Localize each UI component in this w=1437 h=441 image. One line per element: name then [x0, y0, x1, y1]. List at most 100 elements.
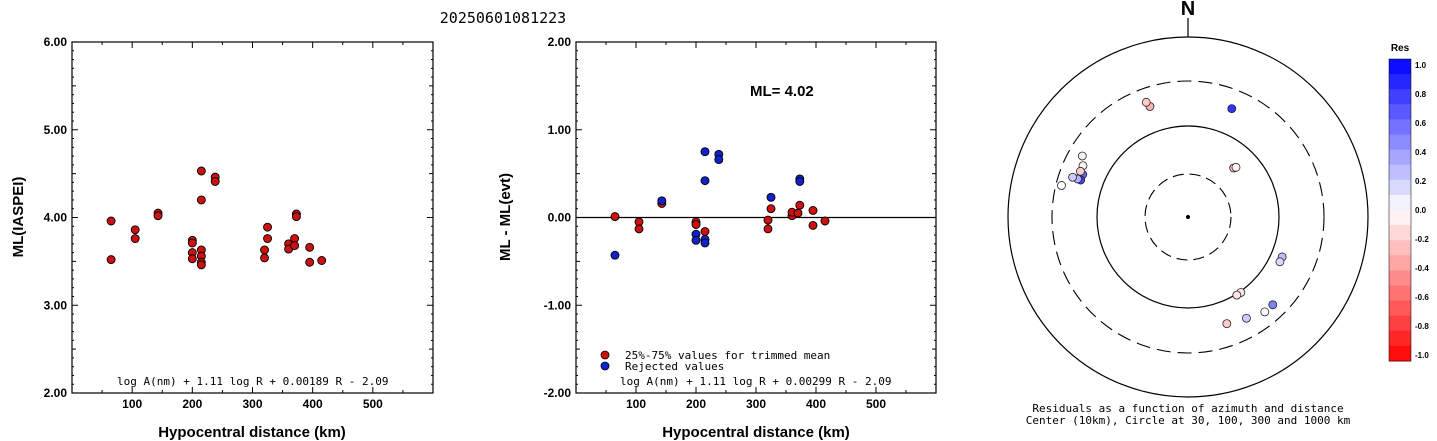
colorbar-swatch: [1389, 149, 1411, 166]
magnitude-point: [263, 222, 272, 232]
circle-1000km: [1007, 36, 1369, 398]
p1-y-tick-label: 2.00: [44, 386, 68, 400]
colorbar-swatch: [1389, 300, 1411, 317]
magnitude-point: [130, 234, 140, 244]
colorbar-swatch: [1389, 315, 1411, 332]
trimmed-residual-point: [795, 200, 805, 210]
p2-x-tick-label: 300: [746, 397, 766, 411]
azimuth-distance-map: N Residuals as a function of azimuth and…: [1007, 0, 1429, 427]
trimmed-residual-point: [808, 220, 818, 230]
x-axis-label-distance: Hypocentral distance (km): [158, 424, 346, 441]
colorbar-frame: [1388, 58, 1412, 362]
event-magnitude: ML= 4.02: [750, 83, 814, 100]
colorbar-tick-label: 0.2: [1415, 177, 1427, 186]
rejected-residual-point: [700, 238, 710, 248]
magnitude-point: [196, 166, 206, 176]
colorbar-swatch: [1389, 179, 1411, 196]
colorbar-swatch: [1389, 89, 1411, 105]
p2-y-tick-label: 1.00: [548, 123, 572, 137]
magnitude-point: [305, 242, 315, 252]
station-residual-marker: [1076, 166, 1085, 176]
rejected-residual-point: [610, 250, 620, 260]
colorbar-tick-label: 0.4: [1415, 148, 1427, 157]
station-residual-marker: [1232, 290, 1242, 300]
epicenter-dot: [1186, 215, 1190, 219]
colorbar-swatch: [1389, 74, 1411, 90]
magnitude-point: [106, 216, 116, 226]
station-residual-marker: [1275, 257, 1285, 267]
p2-x-tick-label: 200: [686, 397, 706, 411]
colorbar-swatch: [1389, 255, 1411, 271]
legend-marker-trimmed: [600, 350, 610, 360]
colorbar-swatch: [1389, 210, 1411, 226]
trimmed-residual-point: [763, 224, 773, 234]
event-title: 20250601081223: [440, 9, 566, 27]
p1-x-tick-label: 300: [242, 397, 262, 411]
p2-y-tick-label: 0.00: [548, 211, 572, 225]
station-residual-marker: [1222, 319, 1232, 329]
circle-100km: [1096, 125, 1280, 309]
trimmed-residual-point: [793, 208, 803, 218]
p1-y-tick-label: 5.00: [44, 123, 68, 137]
trimmed-residual-point: [808, 206, 818, 215]
colorbar-swatch: [1389, 225, 1411, 241]
p2-x-tick-label: 500: [866, 397, 886, 411]
colorbar-tick-label: 0.6: [1415, 119, 1427, 128]
station-residual-marker: [1268, 300, 1278, 310]
magnitude-vs-distance-panel: ML(IASPEI) Hypocentral distance (km) log…: [10, 35, 434, 441]
p2-y-tick-label: -1.00: [544, 298, 572, 312]
circle-30km: [1144, 173, 1232, 261]
colorbar-tick-label: -0.6: [1415, 293, 1429, 302]
station-residual-marker: [1057, 181, 1066, 190]
trimmed-residual-point: [634, 224, 644, 234]
station-residual-marker: [1068, 172, 1077, 182]
p2-y-tick-label: -2.00: [544, 386, 572, 400]
colorbar-swatch: [1389, 345, 1411, 362]
p1-plot-frame: [71, 41, 434, 394]
rejected-residual-point: [714, 155, 724, 165]
legend-marker-rejected: [600, 361, 610, 371]
trimmed-residual-point: [766, 204, 776, 214]
station-residual-marker: [1260, 307, 1270, 317]
circle-300km: [1051, 80, 1325, 354]
magnitude-point: [106, 255, 116, 265]
p1-y-tick-label: 6.00: [44, 35, 68, 49]
north-label: N: [1181, 0, 1195, 20]
colorbar-tick-label: -0.8: [1415, 322, 1429, 331]
colorbar-swatch: [1389, 119, 1411, 135]
colorbar-swatch: [1389, 134, 1411, 151]
residual-vs-distance-panel: ML - ML(evt) Hypocentral distance (km) M…: [497, 35, 937, 441]
colorbar-tick-label: -1.0: [1415, 351, 1429, 360]
colorbar-swatch: [1389, 240, 1411, 256]
rejected-residual-point: [700, 176, 710, 186]
magnitude-point: [290, 241, 300, 251]
station-residual-marker: [1141, 97, 1151, 107]
x-axis-label-distance-2: Hypocentral distance (km): [662, 424, 850, 441]
colorbar-tick-label: 0.0: [1415, 206, 1427, 215]
colorbar-swatch: [1389, 104, 1411, 120]
p1-y-tick-label: 4.00: [44, 211, 68, 225]
map-caption-line1: Residuals as a function of azimuth and d…: [1032, 402, 1343, 415]
station-residual-marker: [1227, 104, 1237, 114]
magnitude-point: [196, 260, 206, 270]
magnitude-point: [260, 253, 269, 263]
magnitude-point: [210, 177, 220, 186]
colorbar-tick-label: 0.8: [1415, 90, 1427, 99]
colorbar-swatch: [1389, 194, 1411, 211]
rejected-residual-point: [795, 177, 805, 186]
attenuation-formula-2: log A(nm) + 1.11 log R + 0.00299 R - 2.0…: [620, 375, 892, 388]
rejected-residual-point: [691, 235, 701, 245]
rejected-residual-point: [766, 192, 776, 202]
legend-label-trimmed: 25%-75% values for trimmed mean: [625, 349, 830, 362]
trimmed-residual-point: [691, 220, 701, 229]
station-residual-marker: [1077, 151, 1087, 161]
magnitude-point: [263, 234, 272, 244]
colorbar-swatch: [1389, 270, 1411, 286]
colorbar-swatch: [1389, 59, 1411, 75]
magnitude-point: [260, 245, 269, 255]
y-axis-label-ml: ML(IASPEI): [10, 177, 27, 258]
y-axis-label-residual: ML - ML(evt): [497, 173, 514, 261]
p1-x-tick-label: 100: [122, 397, 142, 411]
p1-x-tick-label: 500: [363, 397, 383, 411]
